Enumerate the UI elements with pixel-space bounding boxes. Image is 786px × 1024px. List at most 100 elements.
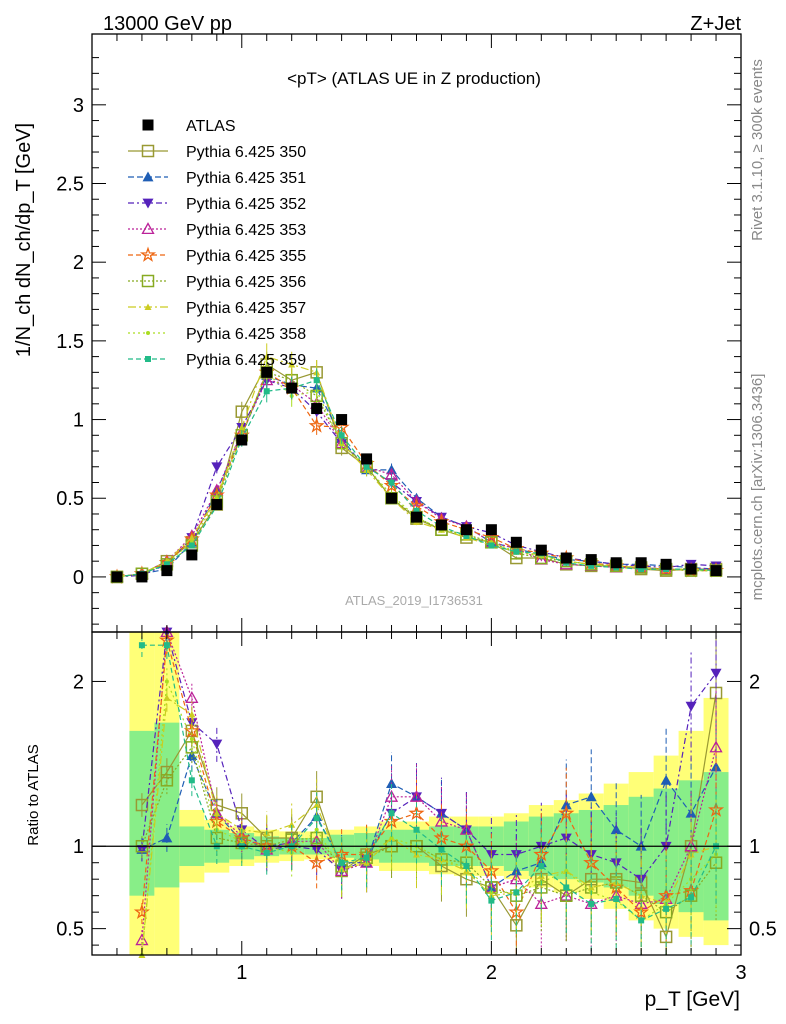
ratio-point: [185, 741, 199, 754]
ratio-point: [564, 868, 569, 873]
legend-marker: [139, 246, 157, 262]
data-point: [111, 571, 123, 583]
ratio-line: [141, 631, 717, 881]
legend-marker: [142, 171, 154, 182]
ratio-point: [710, 668, 722, 679]
data-point: [485, 524, 497, 536]
ratio-point: [663, 905, 670, 912]
ratio-line: [141, 640, 717, 914]
series-line: [116, 371, 716, 578]
data-point: [311, 403, 323, 415]
y-tick-label: 0.5: [56, 488, 84, 510]
ratio-point: [213, 809, 221, 817]
data-point: [286, 382, 298, 394]
ratio-point: [588, 900, 595, 907]
x-axis-label: p_T [GeV]: [645, 988, 740, 1011]
ratio-y-tick-label: 1: [73, 836, 84, 858]
legend-marker: [142, 198, 154, 209]
series-line: [116, 379, 717, 578]
series-point: [211, 462, 223, 473]
ratio-point: [488, 897, 495, 904]
ratio-y-tick-label-right: 2: [749, 671, 760, 693]
series-line: [116, 371, 716, 578]
data-point: [535, 544, 547, 556]
ratio-point: [314, 827, 319, 832]
axis-ticks: 1 2 300.511.522.530.5 0.51 12 2: [56, 34, 777, 984]
ratio-point: [189, 737, 194, 742]
ratio-point: [513, 889, 520, 896]
ratio-point: [363, 854, 370, 861]
legend-label: Pythia 6.425 351: [186, 170, 306, 187]
ratio-line: [141, 681, 717, 956]
band-inner-bin: [154, 722, 180, 888]
y-tick-label: 1: [73, 410, 84, 432]
legend-label: Pythia 6.425 352: [186, 196, 306, 213]
main-series: [108, 343, 725, 584]
ratio-point: [389, 835, 394, 840]
data-point: [386, 492, 398, 504]
series-line: [116, 379, 716, 578]
x-tick-label: 2: [486, 962, 497, 984]
data-point: [211, 499, 223, 511]
ratio-point: [438, 846, 445, 853]
legend: ATLAS Pythia 6.425 350 Pythia 6.425 351 Pyt…: [128, 118, 306, 369]
ratio-point: [585, 791, 597, 802]
ratio-y-tick-label-right: 0.5: [749, 919, 777, 941]
data-point: [336, 414, 348, 426]
ratio-line: [141, 644, 717, 922]
series-point: [313, 377, 320, 384]
ratio-point: [160, 774, 174, 787]
ratio-line: [141, 696, 717, 956]
ratio-point: [510, 865, 522, 876]
series-point: [363, 463, 370, 470]
series-point: [388, 479, 395, 486]
chart-title: <pT> (ATLAS UE in Z production): [287, 69, 541, 88]
y-tick-label: 0: [73, 567, 84, 589]
data-point: [460, 524, 472, 536]
data-point: [186, 549, 198, 561]
ratio-point: [409, 789, 424, 802]
ratio-y-axis-label: Ratio to ATLAS: [25, 744, 42, 845]
legend-label: Pythia 6.425 355: [186, 248, 306, 265]
ratio-point: [685, 701, 697, 712]
y-axis-label: 1/N_ch dN_ch/dp_T [GeV]: [13, 123, 35, 357]
ratio-line: [141, 692, 717, 939]
series-point: [588, 562, 595, 569]
ratio-point: [339, 867, 344, 872]
ratio-point: [660, 774, 672, 785]
mcplots-site-label: mcplots.cern.ch [arXiv:1306.3436]: [749, 374, 766, 601]
ratio-y-tick-label: 2: [73, 671, 84, 693]
data-point: [510, 536, 522, 548]
ratio-point: [463, 863, 470, 870]
legend-marker: [141, 274, 155, 288]
rivet-version-label: Rivet 3.1.10, ≥ 300k events: [749, 59, 766, 241]
ratio-point: [558, 804, 575, 821]
ratio-point: [613, 895, 620, 902]
ratio-point: [163, 642, 170, 649]
series-line: [116, 355, 717, 578]
series-point: [463, 533, 470, 540]
series-point: [308, 417, 325, 433]
data-point: [236, 434, 248, 446]
data-point: [585, 554, 597, 566]
ratio-y-tick-label-right: 1: [749, 836, 760, 858]
ratio-point: [188, 710, 196, 718]
ratio-point: [308, 854, 325, 870]
series-point: [188, 534, 196, 541]
y-tick-label: 3: [73, 95, 84, 117]
y-tick-label: 2: [73, 252, 84, 274]
data-point: [261, 366, 273, 378]
data-point: [710, 565, 722, 577]
series-point: [338, 432, 345, 439]
ratio-point: [164, 679, 169, 684]
ratio-point: [211, 739, 223, 750]
data-point: [435, 519, 447, 531]
legend-label: Pythia 6.425 350: [186, 144, 306, 161]
ratio-point: [338, 859, 345, 866]
series-point: [188, 542, 195, 549]
series-point: [513, 548, 520, 555]
legend-marker: [141, 144, 155, 158]
ratio-point: [138, 642, 145, 649]
